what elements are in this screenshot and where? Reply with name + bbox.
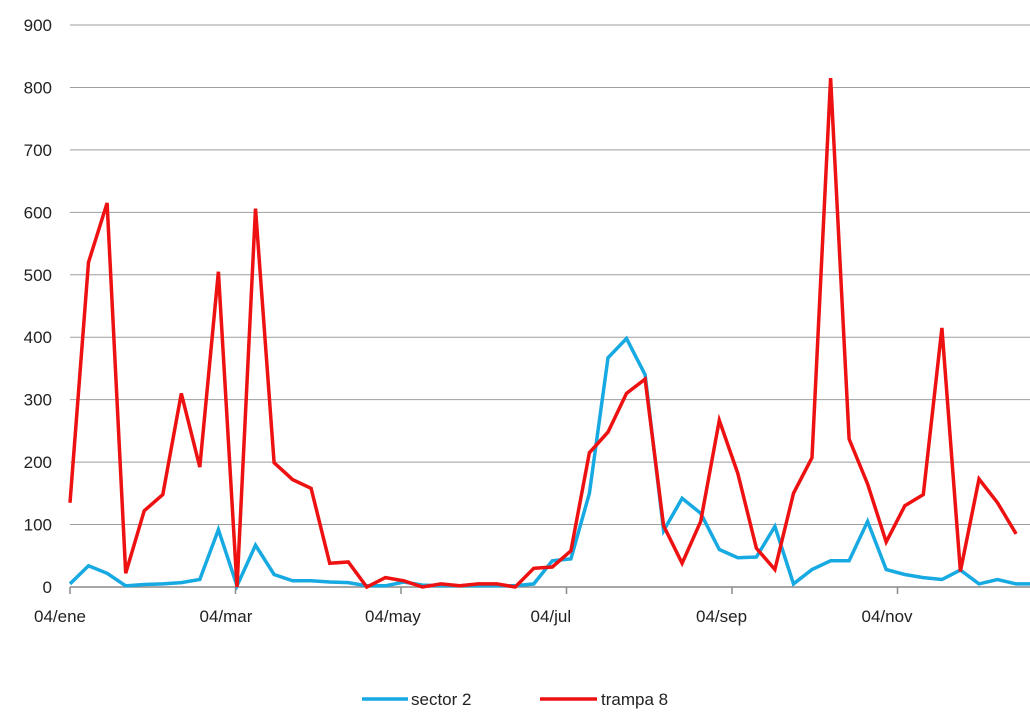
y-tick-label: 600: [24, 203, 52, 222]
y-tick-label: 900: [24, 16, 52, 35]
series-lines: [68, 78, 1030, 591]
x-tick-label: 04/may: [365, 607, 421, 626]
y-tick-label: 100: [24, 516, 52, 535]
legend-label: trampa 8: [601, 690, 668, 709]
y-axis-tick-labels: 0 100 200 300 400 500 600 700 800 900: [24, 16, 52, 597]
legend-item-trampa-8: trampa 8: [540, 690, 668, 709]
legend-label: sector 2: [411, 690, 471, 709]
y-tick-label: 0: [43, 578, 52, 597]
series-line-trampa-8: [68, 78, 1018, 590]
gridlines: [70, 24, 1030, 526]
x-tick-label: 04/ene: [34, 607, 86, 626]
x-tick-label: 04/jul: [531, 607, 572, 626]
series-line-sector-2: [68, 335, 1030, 591]
y-tick-label: 800: [24, 78, 52, 97]
y-tick-label: 200: [24, 453, 52, 472]
legend-item-sector-2: sector 2: [362, 690, 471, 709]
x-axis-tick-labels: 04/ene 04/mar 04/may 04/jul 04/sep 04/nov: [34, 607, 913, 626]
y-tick-label: 500: [24, 266, 52, 285]
x-tick-label: 04/sep: [696, 607, 747, 626]
y-tick-label: 400: [24, 328, 52, 347]
y-tick-label: 700: [24, 141, 52, 160]
legend: sector 2 trampa 8: [362, 690, 668, 709]
x-tick-label: 04/mar: [200, 607, 253, 626]
x-tick-label: 04/nov: [862, 607, 914, 626]
y-tick-label: 300: [24, 391, 52, 410]
axes: [69, 586, 1030, 594]
